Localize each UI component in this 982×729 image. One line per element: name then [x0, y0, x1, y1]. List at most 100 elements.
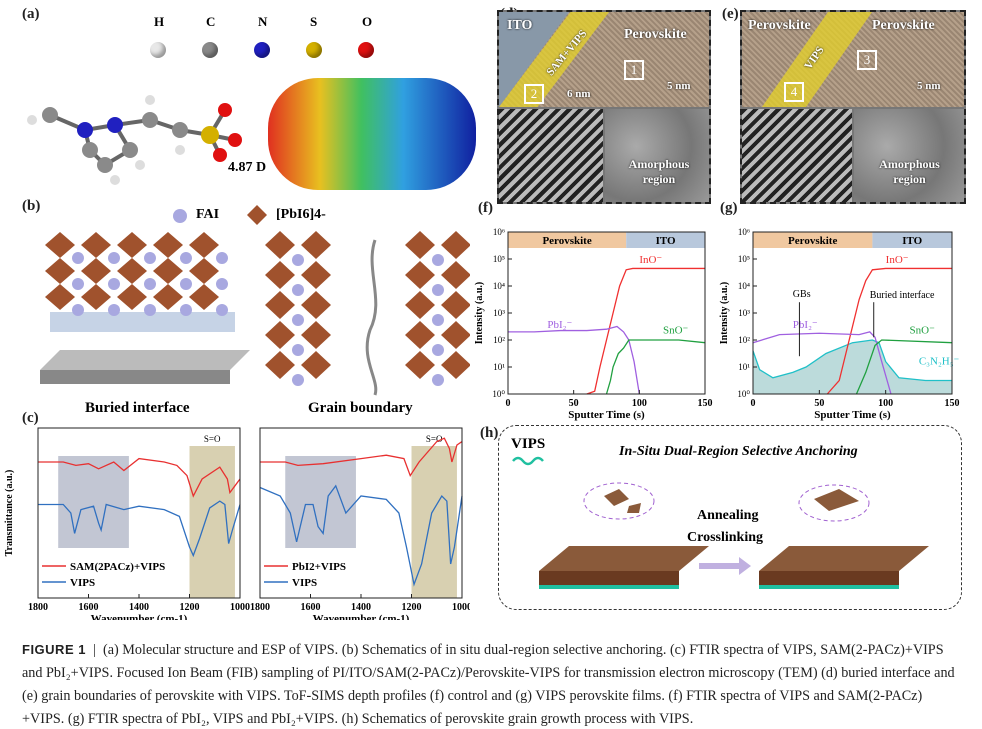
legend-label: SAM(2PACz)+VIPS — [70, 561, 165, 573]
pbi6-octahedron — [265, 291, 295, 319]
perovskite-right-label: Perovskite — [872, 18, 935, 33]
pbi6-octahedron — [265, 261, 295, 289]
amorphous-region-label-e: Amorphous region — [879, 157, 940, 186]
perovskite-left-label: Perovskite — [748, 18, 811, 33]
ito-label: ITO — [507, 18, 533, 33]
pbi6-octahedron — [81, 258, 111, 284]
fai-cation — [180, 252, 192, 264]
x-tick-label: 150 — [698, 398, 713, 409]
tem-grain-boundary: Perovskite Perovskite VIPS 3 4 5 nm Amor… — [740, 10, 966, 204]
pbi6-octahedron — [265, 231, 295, 259]
scale-6nm: 6 nm — [567, 88, 591, 100]
x-tick-label: 1000 — [230, 602, 250, 613]
vips-molecule-ball-stick — [27, 95, 242, 185]
fai-cation — [108, 278, 120, 290]
fai-cation — [72, 278, 84, 290]
y-axis-label: Intensity (a.u.) — [719, 282, 730, 345]
figure-label: FIGURE 1 — [22, 642, 86, 657]
scale-5nm-e: 5 nm — [917, 80, 941, 92]
s-o-region-box — [411, 446, 457, 598]
pbi6-octahedron — [117, 232, 147, 258]
pbi6-octahedron — [405, 321, 435, 349]
atom-S-sphere — [306, 42, 322, 58]
pbi6-octahedron — [81, 232, 111, 258]
fai-legend-icon — [173, 209, 187, 223]
region-band — [626, 232, 705, 248]
film-blocks — [539, 482, 929, 589]
pbi6-octahedron — [45, 284, 75, 310]
grain-growth-schematic: VIPS In-Situ Dual-Region Selective Ancho… — [498, 425, 962, 610]
grain-boundary-title: Grain boundary — [308, 400, 413, 416]
gbs-annotation: GBs — [793, 289, 811, 300]
amorphous-region-label: Amorphous region — [628, 157, 690, 186]
pbi6-octahedron — [301, 261, 331, 289]
fai-cation — [216, 278, 228, 290]
atom-label-C: C — [206, 14, 216, 29]
series-fill — [753, 340, 952, 394]
anchoring-title: In-Situ Dual-Region Selective Anchoring — [619, 444, 858, 459]
y-tick-label: 10⁴ — [738, 281, 750, 291]
region-label-perovskite: Perovskite — [542, 235, 591, 247]
fai-cation — [292, 314, 304, 326]
pbi6-octahedron — [153, 232, 183, 258]
imidazole-region-box — [58, 456, 129, 548]
fai-cation — [108, 252, 120, 264]
pbi6-octahedron — [301, 231, 331, 259]
region-2-marker: 2 — [524, 84, 544, 104]
series-label: SnO⁻ — [663, 324, 689, 336]
pbi6-octahedron — [441, 231, 470, 259]
region-band — [753, 232, 873, 248]
panel-label-g: (g) — [720, 200, 738, 216]
fai-cation — [108, 304, 120, 316]
series-line-2 — [752, 331, 892, 395]
pbi6-octahedron — [45, 258, 75, 284]
x-tick-label: 1400 — [351, 602, 371, 613]
perovskite-label: Perovskite — [624, 27, 687, 42]
fai-cation — [432, 314, 444, 326]
vips-legend-label: VIPS — [511, 436, 546, 452]
x-tick-label: 0 — [506, 398, 511, 409]
panel-label-h: (h) — [480, 425, 499, 441]
buried-interface-annotation: Buried interface — [870, 290, 935, 301]
x-tick-label: 1800 — [250, 602, 270, 613]
pbi6-octahedron — [117, 258, 147, 284]
imidazole-region-box — [285, 456, 356, 548]
fai-cation — [144, 252, 156, 264]
pbi6-octahedron — [441, 351, 470, 379]
s-o-annotation: S=O — [204, 434, 221, 444]
region-4-marker-top: 4 — [784, 82, 804, 102]
pbi6-octahedron — [405, 261, 435, 289]
pbi6-octahedron — [153, 284, 183, 310]
fai-cation — [292, 284, 304, 296]
x-tick-label: 100 — [632, 398, 647, 409]
x-axis-label: Sputter Time (s) — [568, 409, 645, 421]
atom-label-N: N — [258, 14, 268, 29]
tof-sims-vips-chart: Perovskite ITO C₃N₂H₅⁻ InO⁻ PbI₂⁻ SnO⁻ 0 50 100 1… — [719, 227, 960, 421]
series-label: InO⁻ — [639, 254, 662, 266]
vips-wave-icon — [512, 456, 544, 466]
x-tick-label: 1400 — [129, 602, 149, 613]
pbi6-octahedron — [441, 321, 470, 349]
y-tick-label: 10³ — [493, 308, 505, 318]
y-tick-label: 10⁰ — [737, 389, 750, 399]
series-line-0 — [38, 457, 241, 498]
x-axis-label: Wavenumber (cm-1) — [313, 613, 410, 620]
annealing-label: Annealing — [697, 508, 759, 523]
region-label-ito: ITO — [902, 235, 922, 247]
pbi6-octahedron — [153, 258, 183, 284]
x-tick-label: 150 — [945, 398, 960, 409]
crosslinking-label: Crosslinking — [687, 530, 763, 545]
ftir-chart-buried-interface: S=O SAM(2PACz)+VIPS VIPS 1800 1600 1400 1200 10… — [4, 427, 250, 620]
y-tick-label: 10⁴ — [493, 281, 505, 291]
pbi6-octahedron — [265, 321, 295, 349]
pbi6-octahedron — [117, 284, 147, 310]
series-line-0 — [752, 339, 952, 382]
plot-frame — [507, 231, 706, 395]
series-line-1 — [259, 484, 463, 587]
x-tick-label: 100 — [878, 398, 893, 409]
region-1-marker: 1 — [624, 60, 644, 80]
y-tick-label: 10⁶ — [493, 227, 505, 237]
y-tick-label: 10⁵ — [493, 254, 505, 264]
x-tick-label: 1600 — [79, 602, 99, 613]
